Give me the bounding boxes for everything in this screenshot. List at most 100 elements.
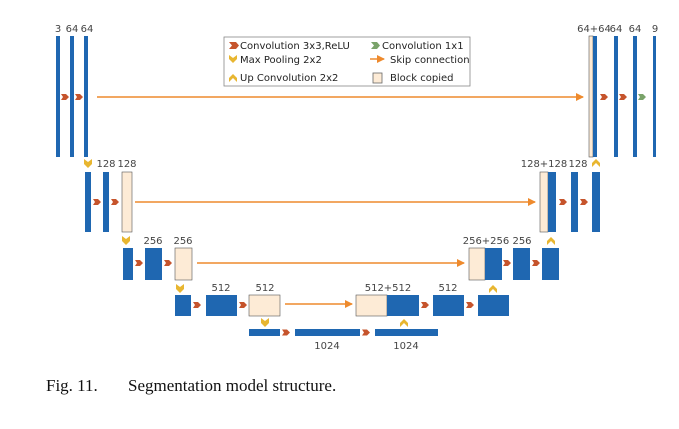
conv-block: [295, 329, 360, 336]
conv-arrow-icon: [111, 199, 119, 205]
conv-block: [103, 172, 109, 232]
conv-arrow-icon: [532, 260, 540, 266]
channel-label: 64+64: [577, 24, 611, 35]
figure-label: Fig. 11.: [46, 376, 98, 395]
conv-block: [513, 248, 530, 280]
conv-arrow-icon: [503, 260, 511, 266]
conv-arrow-icon: [619, 94, 627, 100]
channel-label: 64: [66, 24, 79, 35]
upconv-block: [485, 248, 502, 280]
upconv-arrow-icon: [489, 285, 497, 293]
skip-connections: [97, 93, 584, 308]
copied-legend-icon: [372, 72, 383, 84]
conv1x1-arrow-icon: [638, 94, 646, 100]
channel-label: 3: [55, 24, 61, 35]
upconv-block: [548, 172, 556, 232]
channel-label: 128: [568, 159, 587, 170]
conv-block: [84, 36, 88, 157]
legend-conv1x1: Convolution 1x1: [382, 41, 464, 52]
copied-block: [121, 171, 133, 233]
conv-block: [175, 295, 191, 316]
conv-block: [542, 248, 559, 280]
conv-block: [70, 36, 74, 157]
conv-arrow-icon: [362, 329, 370, 336]
conv-block: [592, 172, 600, 232]
channel-label: 64: [81, 24, 94, 35]
channel-label: 512: [255, 283, 274, 294]
channel-label: 256: [512, 236, 531, 247]
channel-label: 512+512: [365, 283, 412, 294]
copied-block: [174, 247, 193, 281]
channel-label: 9: [652, 24, 658, 35]
copied-block: [355, 294, 388, 317]
conv-block: [85, 172, 91, 232]
conv-block: [145, 248, 162, 280]
conv-arrow-icon: [61, 94, 69, 100]
maxpool-legend-icon: [229, 55, 237, 63]
conv-block: [375, 329, 438, 336]
conv-arrow-icon: [93, 199, 101, 205]
maxpool-arrow-icon: [176, 284, 184, 293]
conv-block: [571, 172, 578, 232]
upconv-block: [387, 295, 419, 316]
conv-arrow-icon: [193, 302, 201, 308]
legend-upconv: Up Convolution 2x2: [240, 73, 338, 84]
decoder-level-1: 64+64 64 64 9: [577, 24, 658, 158]
decoder-level-3: 256+256 256: [463, 236, 559, 281]
maxpool-arrow-icon: [122, 236, 130, 245]
legend-copied: Block copied: [390, 73, 453, 84]
encoder-level-2: 128 128: [85, 159, 137, 245]
conv-arrow-icon: [559, 199, 567, 205]
channel-label: 512: [438, 283, 457, 294]
upconv-legend-icon: [229, 74, 237, 82]
upconv-arrow-icon: [400, 319, 408, 327]
conv3x3-legend-icon: [229, 42, 239, 49]
decoder-level-4: 512+512 512: [355, 283, 509, 317]
conv-block: [633, 36, 637, 157]
channel-label: 256: [143, 236, 162, 247]
copied-block: [248, 294, 281, 317]
encoder-level-4: 512 512: [175, 283, 281, 327]
encoder-level-1: 3 64 64: [55, 24, 94, 168]
channel-label: 128: [96, 159, 115, 170]
channel-label: 1024: [393, 341, 418, 352]
channel-label: 256+256: [463, 236, 510, 247]
conv-block: [433, 295, 464, 316]
upconv-arrow-icon: [592, 159, 600, 167]
conv-arrow-icon: [466, 302, 474, 308]
copied-block: [539, 171, 549, 233]
bottleneck: 1024 1024: [249, 319, 438, 352]
legend-conv3x3: Convolution 3x3,ReLU: [240, 41, 350, 52]
conv1x1-legend-icon: [371, 42, 380, 49]
conv-block: [123, 248, 133, 280]
channel-label: 64: [610, 24, 623, 35]
encoder-level-3: 256 256: [123, 236, 193, 293]
upconv-block: [593, 36, 597, 157]
copied-block: [588, 35, 594, 158]
conv-arrow-icon: [135, 260, 143, 266]
conv-block: [206, 295, 237, 316]
maxpool-arrow-icon: [84, 159, 92, 168]
maxpool-arrow-icon: [261, 318, 269, 327]
legend-frame: [223, 36, 471, 87]
conv-arrow-icon: [164, 260, 172, 266]
legend-maxpool: Max Pooling 2x2: [240, 55, 322, 66]
channel-label: 256: [173, 236, 192, 247]
legend-skip: Skip connection: [390, 55, 470, 66]
conv-arrow-icon: [600, 94, 608, 100]
conv-block: [478, 295, 509, 316]
input-block: [56, 36, 60, 157]
conv-block: [614, 36, 618, 157]
conv-arrow-icon: [75, 94, 83, 100]
legend: Convolution 3x3,ReLU Convolution 1x1 Max…: [223, 36, 471, 87]
conv-arrow-icon: [580, 199, 588, 205]
figure-caption-text: Segmentation model structure.: [128, 376, 337, 395]
upconv-arrow-icon: [547, 237, 555, 245]
channel-label: 512: [211, 283, 230, 294]
conv-block: [249, 329, 280, 336]
channel-label: 1024: [314, 341, 339, 352]
output-block: [653, 36, 656, 157]
channel-label: 64: [629, 24, 642, 35]
conv-arrow-icon: [239, 302, 247, 308]
